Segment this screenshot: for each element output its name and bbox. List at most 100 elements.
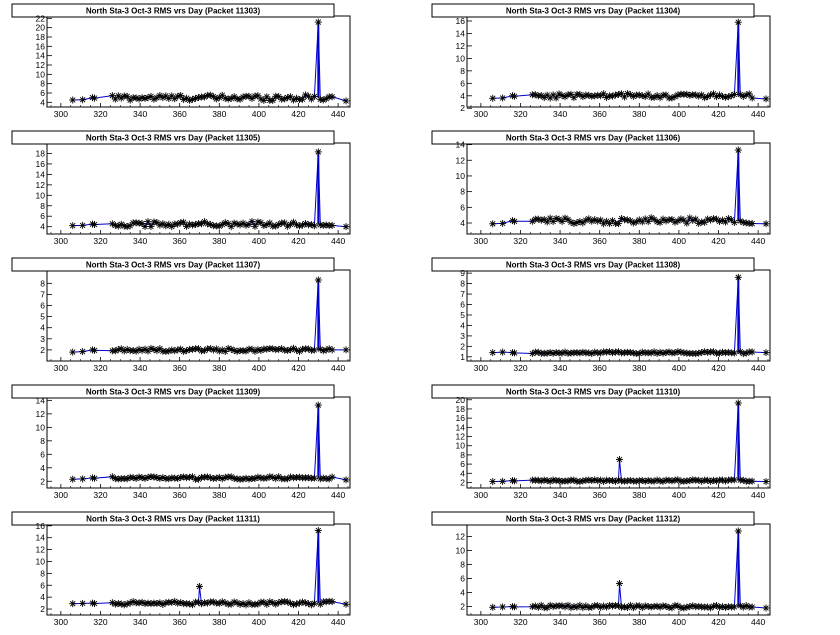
y-tick-label: 18 <box>36 32 46 42</box>
data-point <box>734 273 742 281</box>
x-tick-label: 340 <box>133 490 147 500</box>
data-point <box>114 92 122 100</box>
data-point <box>499 219 507 227</box>
data-point <box>153 94 161 102</box>
y-tick-label: 12 <box>456 155 466 165</box>
data-point <box>310 346 318 354</box>
y-tick-label: 9 <box>460 268 465 278</box>
title-box <box>11 511 335 526</box>
data-point <box>511 217 519 225</box>
data-point <box>671 218 679 226</box>
data-point <box>218 346 226 354</box>
x-tick-label: 340 <box>553 236 567 246</box>
data-point <box>617 214 625 222</box>
y-tick-label: 14 <box>36 169 46 179</box>
panel-1: North Sta-3 Oct-3 RMS vrs Day (Packet 11… <box>11 3 351 119</box>
x-tick-label: 320 <box>93 617 107 627</box>
y-tick-label: 14 <box>36 533 46 543</box>
data-point <box>511 603 519 611</box>
data-point <box>734 146 742 154</box>
title-box <box>431 3 755 18</box>
x-tick-label: 420 <box>291 363 305 373</box>
x-tick-label: 300 <box>474 617 488 627</box>
data-point <box>284 475 292 483</box>
x-tick-label: 400 <box>252 617 266 627</box>
x-tick-label: 380 <box>632 617 646 627</box>
data-point <box>111 347 119 355</box>
data-point <box>543 218 551 226</box>
y-tick-label: 8 <box>460 187 465 197</box>
x-tick-label: 400 <box>672 363 686 373</box>
panel-3: North Sta-3 Oct-3 RMS vrs Day (Packet 11… <box>11 130 351 246</box>
data-point <box>69 222 77 230</box>
data-point <box>328 221 336 229</box>
data-point <box>195 345 202 353</box>
y-tick-label: 8 <box>460 279 465 289</box>
data-point <box>293 221 301 229</box>
data-point <box>123 92 131 100</box>
data-point <box>147 223 155 231</box>
y-tick-label: 2 <box>460 341 465 351</box>
data-point <box>319 96 327 104</box>
x-tick-label: 340 <box>553 617 567 627</box>
x-tick-label: 360 <box>173 363 187 373</box>
data-point <box>69 96 77 104</box>
series-line <box>72 530 347 606</box>
y-tick-label: 6 <box>460 459 465 469</box>
y-tick-label: 8 <box>40 568 45 578</box>
data-point <box>734 399 742 407</box>
y-tick-label: 12 <box>456 41 466 51</box>
data-point <box>144 218 152 226</box>
y-tick-label: 4 <box>460 468 465 478</box>
data-point <box>549 217 557 225</box>
panel-9: North Sta-3 Oct-3 RMS vrs Day (Packet 11… <box>11 511 351 627</box>
data-point <box>342 223 350 231</box>
data-point <box>156 599 164 607</box>
data-point <box>748 603 756 611</box>
y-tick-label: 6 <box>40 88 45 98</box>
panel-4: North Sta-3 Oct-3 RMS vrs Day (Packet 11… <box>431 130 771 246</box>
x-tick-label: 380 <box>632 363 646 373</box>
data-point <box>342 476 350 484</box>
data-point <box>489 220 497 228</box>
x-tick-label: 340 <box>553 109 567 119</box>
data-point <box>762 478 770 486</box>
data-point <box>668 216 676 224</box>
x-tick-label: 440 <box>751 490 765 500</box>
data-point <box>653 602 661 610</box>
y-tick-label: 10 <box>36 69 46 79</box>
y-tick-label: 6 <box>460 78 465 88</box>
x-tick-label: 440 <box>331 617 345 627</box>
data-point <box>597 349 605 357</box>
data-point <box>123 345 131 353</box>
x-tick-label: 420 <box>711 617 725 627</box>
x-tick-label: 440 <box>751 617 765 627</box>
data-point <box>762 95 770 103</box>
y-tick-label: 14 <box>36 395 46 405</box>
series-line <box>72 22 347 102</box>
x-tick-label: 400 <box>252 236 266 246</box>
x-tick-label: 420 <box>291 236 305 246</box>
data-point <box>79 599 87 607</box>
data-point <box>281 219 289 227</box>
y-tick-label: 4 <box>40 463 45 473</box>
data-point <box>615 220 622 228</box>
data-point <box>721 477 729 485</box>
data-point <box>209 598 217 606</box>
data-point <box>177 91 185 99</box>
data-point <box>695 219 703 227</box>
data-point <box>200 93 208 101</box>
data-point <box>499 477 507 485</box>
data-point <box>695 92 703 100</box>
y-tick-label: 6 <box>40 580 45 590</box>
data-point <box>588 603 596 611</box>
series-line <box>72 279 346 353</box>
x-tick-label: 340 <box>133 617 147 627</box>
data-point <box>570 476 578 484</box>
x-tick-label: 420 <box>711 363 725 373</box>
data-point <box>314 18 322 26</box>
y-tick-label: 4 <box>460 320 465 330</box>
data-point <box>328 473 336 481</box>
x-tick-label: 340 <box>553 363 567 373</box>
